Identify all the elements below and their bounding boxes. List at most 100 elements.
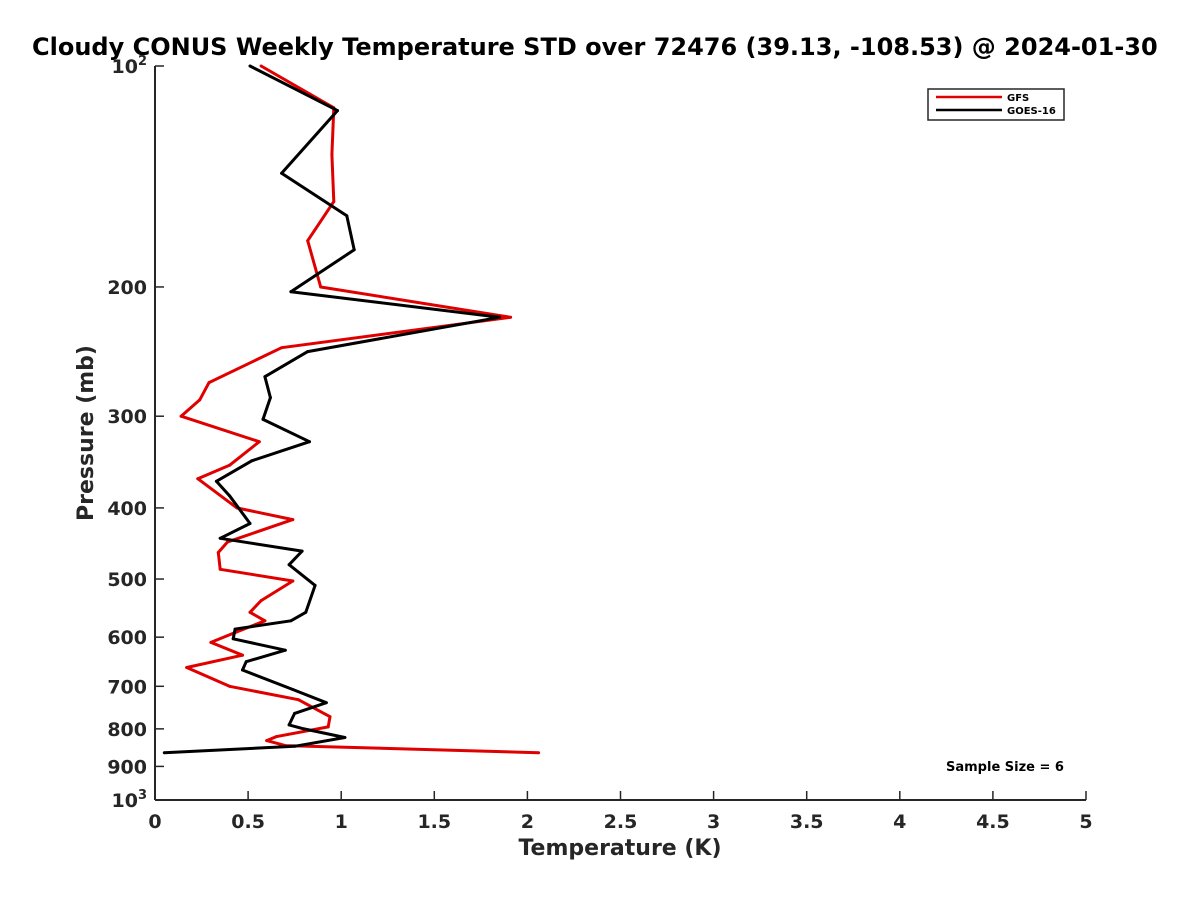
y-tick-label: 300	[107, 406, 147, 428]
y-axis-label: Pressure (mb)	[74, 345, 99, 521]
data-point-goes16	[308, 440, 311, 444]
y-tick-label: 800	[107, 719, 147, 741]
data-point-goes16	[289, 619, 293, 623]
data-point-gfs	[330, 153, 334, 156]
data-point-goes16	[287, 723, 291, 727]
legend: GFS GOES-16	[927, 88, 1065, 121]
series-line-gfs	[179, 64, 539, 755]
data-point-goes16	[304, 610, 308, 614]
data-point-goes16	[352, 248, 356, 252]
y-tick-label: 102	[112, 54, 148, 78]
x-tick-label: 1	[335, 811, 348, 833]
data-point-goes16	[283, 648, 287, 652]
y-ticks: 102 200 300 400 500 600 700 800 900 103	[107, 54, 164, 812]
data-point-goes16	[345, 214, 349, 218]
data-point-goes16	[336, 109, 339, 113]
data-point-gfs	[257, 440, 261, 444]
data-point-gfs	[216, 551, 220, 554]
data-point-goes16	[214, 479, 218, 483]
data-point-gfs	[263, 619, 267, 623]
data-point-gfs	[274, 735, 278, 739]
data-point-goes16	[293, 744, 297, 748]
data-point-gfs	[228, 684, 231, 688]
data-point-goes16	[343, 736, 347, 739]
x-ticks: 0 0.5 1 1.5 2 2.5 3 3.5 4 4.5 5	[148, 791, 1093, 833]
data-point-gfs	[291, 579, 295, 583]
data-point-goes16	[162, 751, 166, 755]
data-point-goes16	[233, 627, 237, 631]
data-point-goes16	[280, 171, 284, 175]
x-tick-label: 4	[893, 811, 906, 833]
data-point-goes16	[324, 701, 328, 705]
data-point-gfs	[185, 666, 189, 669]
data-point-goes16	[300, 549, 304, 553]
x-tick-label: 4.5	[976, 811, 1010, 833]
data-point-gfs	[509, 315, 513, 319]
data-point-goes16	[306, 350, 310, 354]
y-tick-label: 600	[107, 627, 147, 649]
x-tick-label: 0	[148, 811, 161, 833]
data-point-goes16	[291, 688, 295, 691]
data-point-goes16	[244, 660, 248, 664]
data-point-gfs	[306, 239, 310, 243]
x-tick-label: 3	[707, 811, 720, 833]
data-point-gfs	[326, 725, 330, 729]
data-point-goes16	[218, 536, 222, 540]
data-point-gfs	[332, 200, 336, 204]
data-point-goes16	[248, 64, 252, 68]
data-point-goes16	[287, 563, 291, 567]
data-point-gfs	[265, 739, 269, 743]
data-point-goes16	[289, 290, 293, 294]
data-point-goes16	[228, 494, 231, 498]
y-tick-label: 103	[112, 788, 148, 812]
data-point-goes16	[268, 396, 272, 400]
x-tick-label: 2.5	[604, 811, 638, 833]
data-point-goes16	[302, 727, 306, 731]
y-tick-label: 500	[107, 569, 147, 591]
data-point-gfs	[259, 64, 263, 68]
x-tick-label: 3.5	[790, 811, 824, 833]
data-point-gfs	[328, 715, 332, 719]
data-point-goes16	[313, 583, 317, 587]
data-point-gfs	[207, 381, 211, 385]
x-tick-label: 1.5	[417, 811, 451, 833]
data-point-gfs	[280, 346, 284, 350]
x-tick-label: 2	[521, 811, 534, 833]
legend-box	[927, 88, 1065, 121]
data-point-goes16	[248, 522, 252, 525]
data-point-gfs	[291, 518, 295, 522]
y-tick-label: 900	[107, 756, 147, 778]
y-tick-label: 200	[107, 277, 147, 299]
data-point-goes16	[498, 315, 501, 319]
data-point-gfs	[319, 285, 323, 289]
y-tick-label: 700	[107, 676, 147, 698]
data-point-gfs	[198, 398, 202, 402]
data-point-gfs	[226, 540, 230, 544]
x-tick-label: 0.5	[231, 811, 265, 833]
data-point-gfs	[296, 698, 300, 702]
data-point-gfs	[209, 640, 213, 644]
data-point-goes16	[263, 375, 267, 379]
data-point-gfs	[248, 610, 252, 614]
x-axis-label: Temperature (K)	[518, 836, 721, 861]
legend-label-gfs: GFS	[1007, 93, 1029, 104]
chart-title: Cloudy CONUS Weekly Temperature STD over…	[32, 33, 1158, 61]
data-point-goes16	[261, 417, 265, 421]
series-layer	[162, 64, 541, 755]
data-point-goes16	[231, 637, 235, 641]
data-point-gfs	[537, 751, 541, 755]
data-point-goes16	[293, 711, 297, 715]
x-tick-label: 5	[1079, 811, 1092, 833]
data-point-gfs	[228, 463, 231, 467]
y-tick-label: 400	[107, 498, 147, 520]
sample-size-annotation: Sample Size = 6	[946, 760, 1064, 775]
data-point-gfs	[218, 567, 222, 571]
data-point-gfs	[179, 414, 183, 418]
data-point-goes16	[250, 459, 254, 463]
legend-label-goes16: GOES-16	[1007, 106, 1056, 117]
data-point-goes16	[241, 668, 244, 672]
data-point-gfs	[196, 477, 200, 481]
data-point-gfs	[241, 653, 244, 657]
data-point-gfs	[259, 599, 263, 603]
